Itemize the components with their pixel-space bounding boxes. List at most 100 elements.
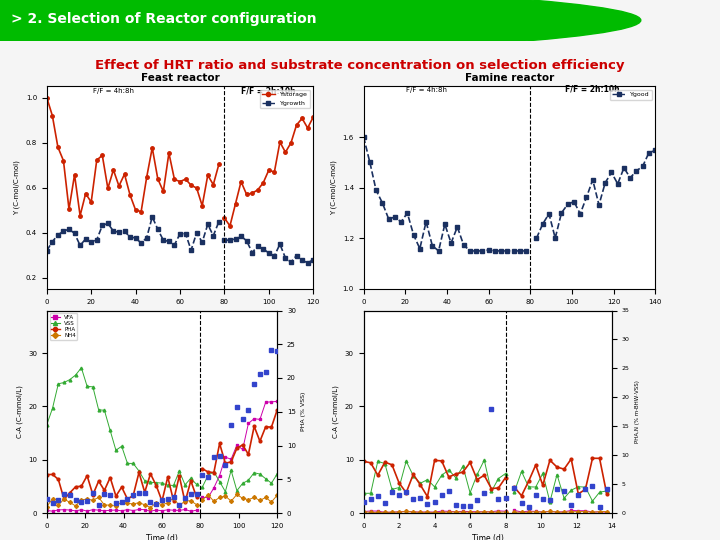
VSS (175, 468, 184, 474)
PHA (106, 474, 114, 481)
VSS (77, 364, 86, 371)
Ygood (522, 248, 531, 254)
VSS (117, 443, 126, 449)
Ystorage (42, 94, 51, 101)
VSS (169, 482, 178, 489)
Legend: VFA, VSS, PHA, NH4: VFA, VSS, PHA, NH4 (50, 313, 78, 340)
Ystorage (81, 190, 90, 197)
Text: F/F = 4h:8h: F/F = 4h:8h (405, 87, 446, 93)
Ystorage (159, 188, 168, 194)
VFA (129, 507, 138, 514)
VFA (175, 507, 184, 514)
NH4 (146, 504, 155, 511)
Ygood (459, 241, 468, 248)
Ystorage (71, 172, 79, 178)
PHA (71, 483, 80, 490)
PHA (42, 471, 51, 478)
Text: Effect of HRT ratio and substrate concentration on selection efficiency: Effect of HRT ratio and substrate concen… (95, 59, 625, 72)
Ygrowth (71, 230, 79, 237)
Ygrowth (192, 230, 201, 236)
Circle shape (0, 0, 641, 57)
VSS (112, 447, 120, 454)
Ystorage (87, 199, 96, 205)
VFA (140, 507, 149, 513)
VFA (152, 507, 161, 513)
Ystorage (176, 178, 184, 185)
VFA (42, 507, 51, 514)
NH4 (71, 503, 80, 509)
Y-axis label: PHA,N (% m-BHW·VSS): PHA,N (% m-BHW·VSS) (635, 380, 640, 443)
Ygrowth (53, 232, 62, 238)
VSS (94, 407, 103, 413)
VSS (54, 381, 63, 387)
VFA (112, 507, 120, 514)
NH4 (42, 503, 51, 510)
Ystorage (170, 176, 179, 183)
PHA (175, 472, 184, 479)
PHA (89, 491, 97, 498)
VFA (169, 507, 178, 514)
Ystorage (126, 192, 135, 198)
PHA (181, 499, 189, 505)
Y-axis label: Y (C-mol/C-mol): Y (C-mol/C-mol) (330, 160, 337, 215)
VFA (106, 507, 114, 514)
NH4 (192, 502, 201, 508)
Ystorage (165, 150, 174, 156)
Ygrowth (137, 240, 145, 246)
NH4 (129, 501, 138, 507)
NH4 (140, 502, 149, 508)
VFA (89, 507, 97, 513)
Y-axis label: C-A (C-mmol/L): C-A (C-mmol/L) (333, 386, 339, 438)
VFA (192, 507, 201, 514)
Ygrowth (198, 239, 207, 246)
Ystorage (148, 145, 156, 151)
VFA (94, 507, 103, 514)
Ygrowth (176, 231, 184, 237)
PHA (66, 490, 74, 496)
NH4 (181, 498, 189, 504)
Ygood (466, 248, 474, 254)
Ygrowth (186, 247, 195, 253)
Legend: Ygood: Ygood (610, 90, 652, 100)
Ygood (453, 224, 462, 230)
NH4 (66, 499, 74, 505)
Ygood (485, 247, 493, 253)
Y-axis label: Y (C-mol/C-mol): Y (C-mol/C-mol) (14, 160, 20, 215)
NH4 (175, 503, 184, 509)
VSS (158, 480, 166, 487)
Ystorage (114, 183, 123, 189)
Ygood (446, 240, 456, 246)
NH4 (117, 498, 126, 505)
Ygood (434, 248, 443, 254)
PHA (83, 472, 91, 479)
Ygrowth (126, 234, 135, 240)
Ystorage (215, 161, 223, 167)
PHA (117, 484, 126, 490)
Ygrowth (165, 238, 174, 245)
Ygood (378, 200, 387, 206)
Ygood (472, 248, 480, 254)
Ygood (390, 214, 399, 220)
Ygrowth (131, 234, 140, 241)
NH4 (112, 503, 120, 509)
Ystorage (92, 157, 101, 164)
Ygood (516, 248, 524, 254)
Text: F/F = 2h:10h: F/F = 2h:10h (241, 86, 296, 96)
PHA (48, 471, 57, 478)
VSS (71, 372, 80, 378)
Y-axis label: PHA (% VSS): PHA (% VSS) (302, 392, 307, 431)
NH4 (169, 495, 178, 501)
VFA (48, 508, 57, 515)
Ygrowth (120, 228, 129, 234)
Y-axis label: C-A (C-mmol/L): C-A (C-mmol/L) (16, 386, 22, 438)
Ygood (490, 248, 499, 254)
Line: VFA: VFA (45, 508, 198, 512)
Ystorage (59, 158, 68, 164)
Ygrowth (65, 226, 73, 232)
VFA (54, 507, 63, 513)
PHA (123, 496, 132, 502)
Ygrowth (159, 237, 168, 244)
VFA (83, 508, 91, 514)
VFA (117, 508, 126, 514)
VFA (60, 507, 68, 513)
